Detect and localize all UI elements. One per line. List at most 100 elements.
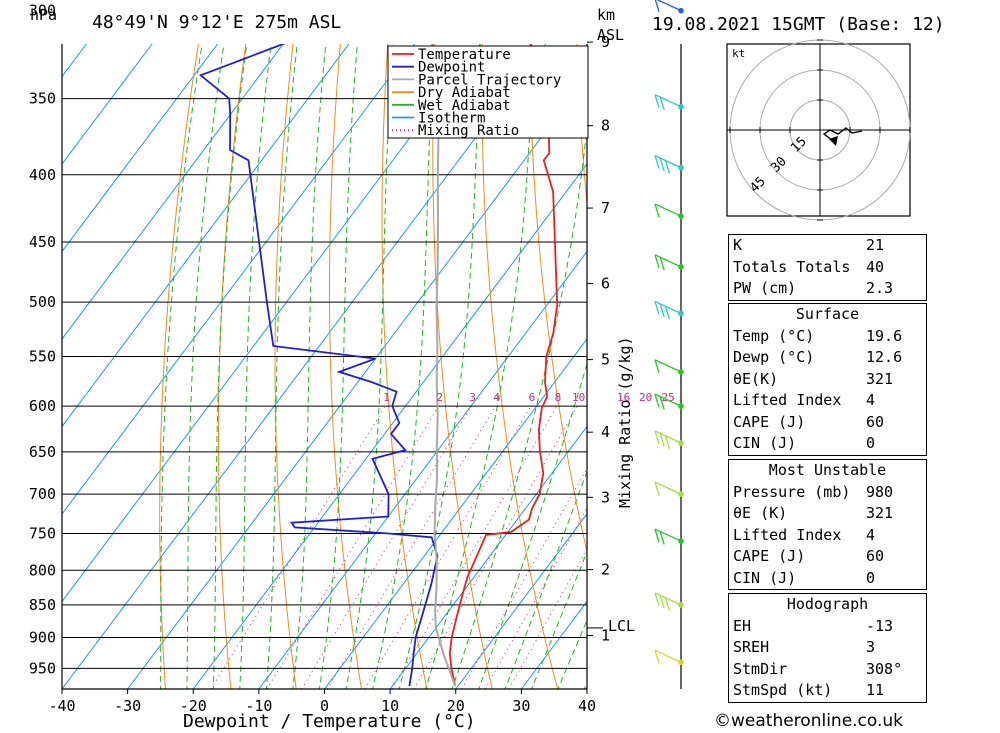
wind-barb-feather xyxy=(654,203,660,218)
index-row-pw: PW (cm) 2.3 xyxy=(733,279,894,297)
wind-level-dot xyxy=(678,491,684,497)
chart-title: 48°49'N 9°12'E 275m ASL xyxy=(92,12,341,33)
hodo-row-sreh: SREH 3 xyxy=(733,638,876,656)
wind-barb xyxy=(654,430,682,449)
hodo-row-stmspd: StmSpd (kt) 11 xyxy=(733,681,885,699)
wet-adiabat-line xyxy=(186,44,225,689)
hodograph-table-panel: Hodograph EH -13 SREH 3 StmDir 308° StmSpd … xyxy=(728,593,927,703)
wind-barb xyxy=(654,393,682,410)
wind-barb-feather xyxy=(659,531,665,545)
x-tick-label: -40 xyxy=(48,697,75,715)
dry-adiabat-line xyxy=(381,44,428,689)
isotherm-line xyxy=(62,44,284,340)
height-axis: 1 2 3 4 5 6 7 8 9 xyxy=(587,33,610,645)
dry-adiabat-line xyxy=(329,44,362,689)
surface-panel: Surface Temp (°C) 19.6 Dewp (°C) 12.6 θE(K… xyxy=(728,303,927,456)
wet-adiabat-line xyxy=(345,44,394,689)
height-tick-label: 4 xyxy=(601,423,610,441)
wind-barb-shaft xyxy=(654,254,682,268)
pressure-tick-label: 350 xyxy=(29,90,56,108)
isotherm-line xyxy=(455,513,587,689)
wet-adiabat-line xyxy=(478,362,587,689)
isotherm-line xyxy=(192,163,587,689)
height-tick-label: 8 xyxy=(601,117,610,135)
isotherm-line xyxy=(62,44,350,428)
wind-barb-feather xyxy=(659,96,665,111)
x-tick-label: 20 xyxy=(447,697,465,715)
x-tick-label: 0 xyxy=(320,697,329,715)
hodograph-unit-label: kt xyxy=(732,47,745,60)
legend-label: Wet Adiabat xyxy=(418,98,511,114)
pressure-tick-label: 550 xyxy=(29,347,56,365)
series-lines xyxy=(198,44,559,687)
mixing-ratio-label: 10 xyxy=(572,391,585,404)
wind-barb xyxy=(654,592,682,611)
legend-label: Dewpoint xyxy=(418,60,485,76)
wind-level-dot xyxy=(678,264,684,270)
wind-barb-feather xyxy=(659,303,665,318)
hpa-label: hPa xyxy=(30,6,57,24)
wind-barb-feather xyxy=(659,396,665,410)
lcl-label: LCL xyxy=(608,617,635,635)
mixing-ratio-label: 4 xyxy=(493,391,500,404)
mixing-ratio-axis-label: Mixing Ratio (g/kg) xyxy=(616,336,634,508)
index-row-totals: Totals Totals 40 xyxy=(733,257,885,276)
wet-adiabat-line xyxy=(292,44,327,689)
wind-barb-feather xyxy=(664,160,671,174)
wind-barb-feather xyxy=(664,435,671,449)
wind-barb xyxy=(654,203,682,218)
wind-profile xyxy=(654,0,684,689)
wind-barb xyxy=(654,481,682,496)
wind-barb-feather xyxy=(654,592,660,607)
surface-row-dewp: Dewp (°C) 12.6 xyxy=(733,348,903,366)
wind-barb-feather xyxy=(654,481,660,496)
pressure-tick-label: 850 xyxy=(29,596,56,614)
wind-barb xyxy=(654,155,682,174)
wet-adiabat-line xyxy=(318,44,358,689)
most-unstable-heading: Most Unstable xyxy=(768,461,887,479)
wind-barb xyxy=(654,0,682,12)
wet-adiabat-line xyxy=(451,122,587,689)
dry-adiabat-line xyxy=(529,44,587,555)
pressure-tick-label: 450 xyxy=(29,233,56,251)
parcel-trajectory-line xyxy=(430,44,457,687)
dry-adiabat-line xyxy=(159,44,199,689)
pressure-tick-label: 900 xyxy=(29,629,56,647)
mixing-ratio-label: 2 xyxy=(436,391,443,404)
wind-barb-shaft xyxy=(654,528,682,542)
wind-barb-shaft xyxy=(654,649,682,663)
wind-barb-feather xyxy=(654,393,660,408)
mixing-ratio-label: 3 xyxy=(469,391,476,404)
wind-barb-feather xyxy=(654,155,660,169)
dry-adiabat-line xyxy=(576,44,587,209)
surface-row-temp: Temp (°C) 19.6 xyxy=(733,326,903,345)
wind-barb-feather xyxy=(654,301,660,315)
height-tick-label: 7 xyxy=(601,199,610,217)
mixing-ratio-label: 8 xyxy=(555,391,562,404)
pressure-tick-label: 500 xyxy=(29,293,56,311)
wind-barb xyxy=(654,649,682,664)
temperature-line xyxy=(448,44,559,687)
wind-barb-feather xyxy=(664,597,671,611)
mixing-ratio-label: 6 xyxy=(529,391,536,404)
indices-panel: K 21 Totals Totals 40 PW (cm) 2.3 xyxy=(728,234,927,301)
hodo-row-stmdir: StmDir 308° xyxy=(733,659,903,678)
index-row-k: K 21 xyxy=(733,236,885,254)
isotherm-line xyxy=(389,425,587,689)
pressure-tick-label: 750 xyxy=(29,524,56,542)
mixing-ratio-label: 1 xyxy=(383,391,390,404)
wind-barb-shaft xyxy=(654,203,682,217)
wind-barb-feather xyxy=(654,650,660,664)
legend-label: Dry Adiabat xyxy=(418,85,511,101)
x-tick-label: -10 xyxy=(245,697,272,715)
surface-row-cape: CAPE (J) 60 xyxy=(733,412,885,431)
grid-lines xyxy=(62,44,587,689)
km-label: km xyxy=(597,6,615,24)
hodograph-trace xyxy=(822,127,863,141)
wet-adiabat-line xyxy=(239,44,272,689)
wind-barb xyxy=(654,359,682,374)
mu-row-li: Lifted Index 4 xyxy=(733,525,876,544)
isotherm-line xyxy=(62,44,416,515)
surface-row-thetae: θE(K) 321 xyxy=(733,369,894,388)
